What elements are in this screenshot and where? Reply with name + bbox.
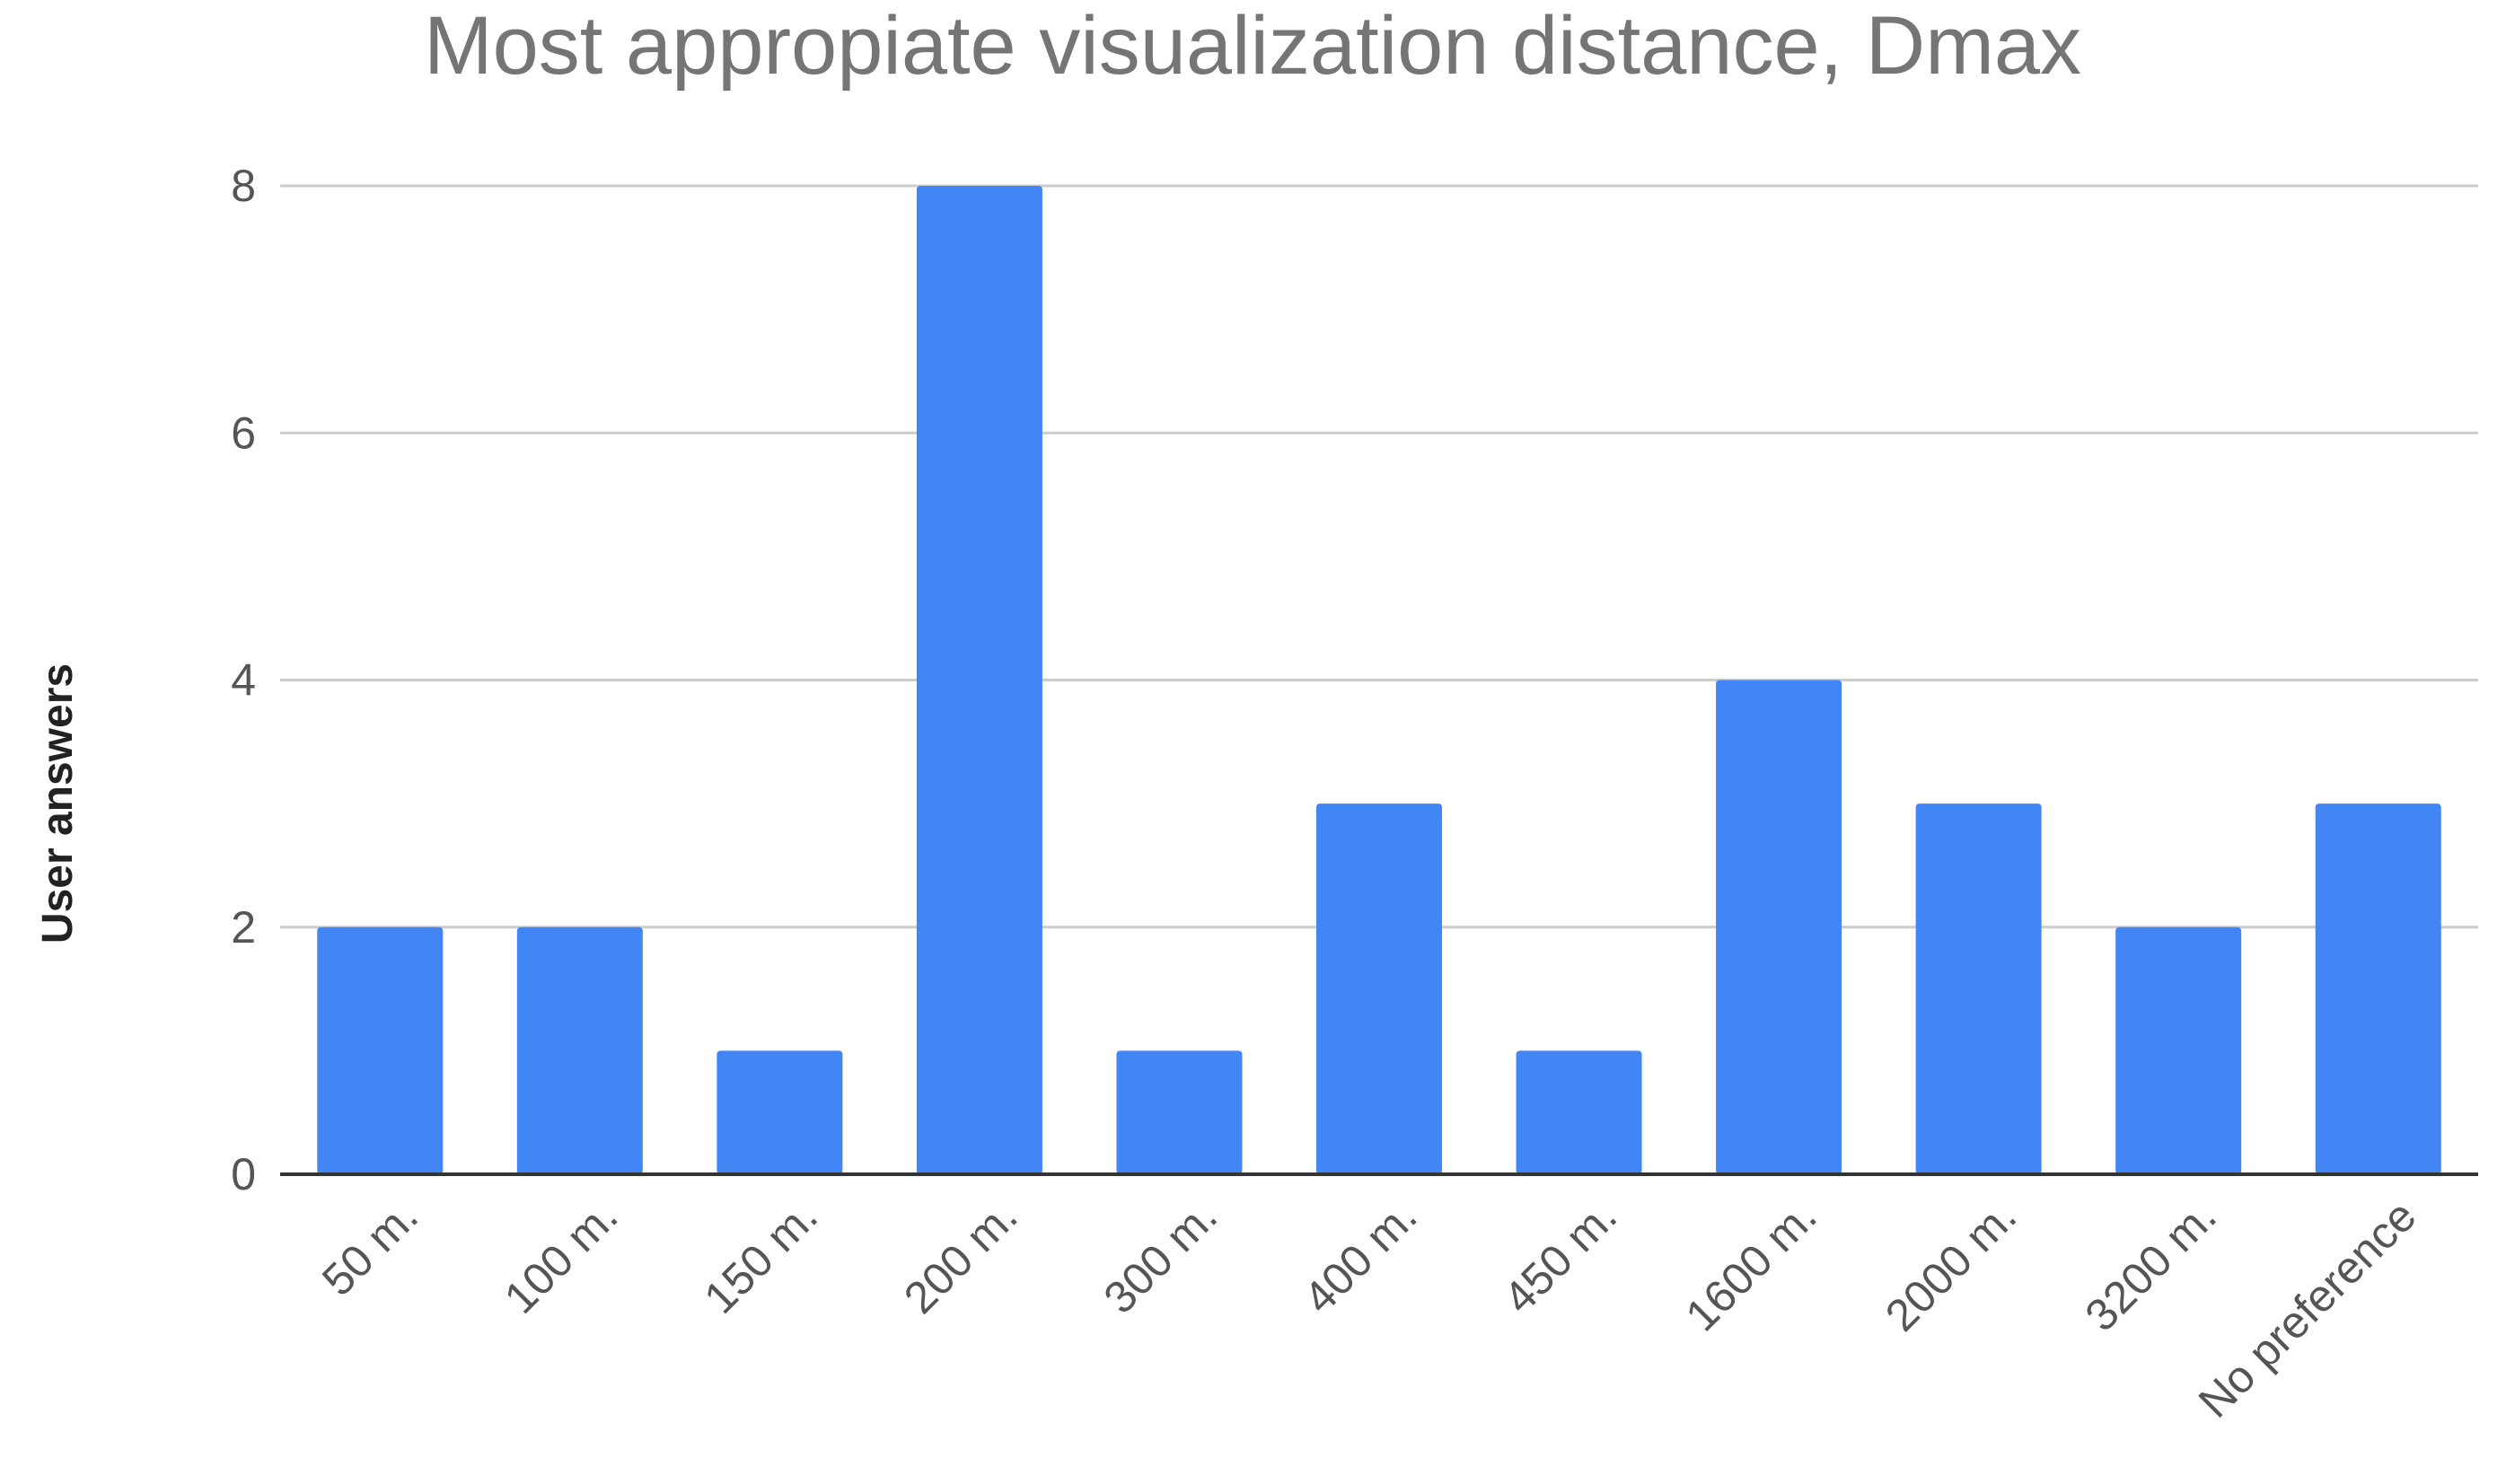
bar-8 bbox=[1915, 803, 2042, 1174]
x-tick-label: 2000 m. bbox=[1876, 1190, 2026, 1340]
bar-9 bbox=[2115, 926, 2242, 1174]
bar-7 bbox=[1716, 680, 1842, 1174]
bar-3 bbox=[916, 186, 1042, 1174]
y-axis-label: User answers bbox=[34, 663, 82, 944]
x-tick-label: 450 m. bbox=[1494, 1190, 1627, 1323]
bar-5 bbox=[1316, 803, 1442, 1174]
y-tick-label: 8 bbox=[231, 161, 256, 211]
x-tick-label: 3200 m. bbox=[2076, 1190, 2226, 1340]
x-tick-label: 200 m. bbox=[894, 1190, 1027, 1323]
y-tick-label: 0 bbox=[231, 1149, 256, 1199]
y-tick-layer: 0 2 4 6 8 bbox=[231, 161, 256, 1199]
x-tick-layer: 50 m. 100 m. 150 m. 200 m. 300 m. 400 m. 450 m… bbox=[312, 1190, 2425, 1427]
x-tick-label: 100 m. bbox=[495, 1190, 628, 1323]
bar-6 bbox=[1516, 1050, 1642, 1174]
bar-0 bbox=[317, 926, 444, 1174]
y-tick-label: 4 bbox=[231, 655, 256, 706]
bar-layer bbox=[280, 186, 2478, 1176]
bar-10 bbox=[2315, 803, 2441, 1174]
x-tick-label: 1600 m. bbox=[1676, 1190, 1826, 1340]
x-tick-label: 150 m. bbox=[694, 1190, 827, 1323]
x-tick-label: 50 m. bbox=[312, 1190, 427, 1305]
bar-4 bbox=[1116, 1050, 1243, 1174]
y-tick-label: 6 bbox=[231, 408, 256, 458]
y-tick-label: 2 bbox=[231, 902, 256, 953]
bar-2 bbox=[717, 1050, 843, 1174]
bar-1 bbox=[516, 926, 643, 1174]
x-tick-label: 400 m. bbox=[1294, 1190, 1427, 1323]
x-tick-label: 300 m. bbox=[1095, 1190, 1227, 1323]
chart-title: Most appropiate visualization distance, … bbox=[424, 0, 2081, 92]
